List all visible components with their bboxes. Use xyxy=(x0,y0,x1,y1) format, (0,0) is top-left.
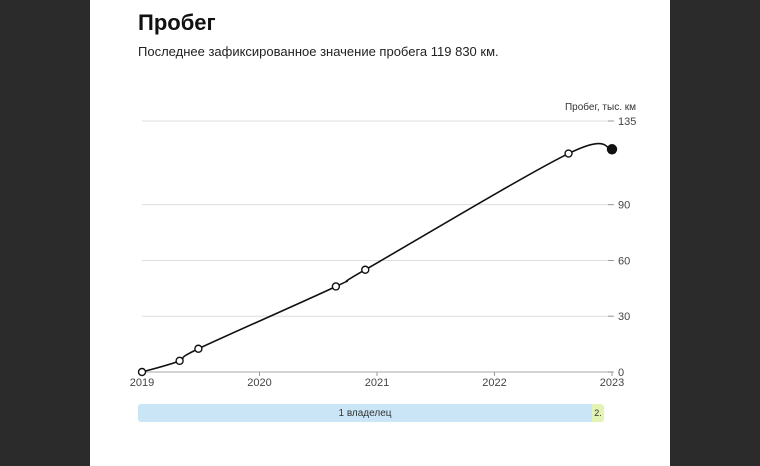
data-point[interactable] xyxy=(137,367,147,377)
grid-layer xyxy=(141,120,614,376)
data-point[interactable] xyxy=(194,344,203,353)
owner-label-1: 1 владелец xyxy=(338,407,392,419)
mileage-card: Пробег Последнее зафиксированное значени… xyxy=(90,0,670,466)
y-tick-label: 60 xyxy=(618,255,630,267)
x-tick-labels: 2019 2020 2021 2022 2023 xyxy=(130,377,624,389)
owner-segment-1[interactable]: 1 владелец xyxy=(138,404,592,422)
mileage-chart: 0 30 60 90 135 2019 2020 2021 2022 2023 Пробег, … xyxy=(130,101,637,389)
data-point[interactable] xyxy=(331,282,341,291)
y-tick-label: 30 xyxy=(618,311,630,323)
y-tick-label: 0 xyxy=(618,367,624,379)
x-tick-label: 2019 xyxy=(130,377,154,389)
data-point[interactable] xyxy=(361,265,370,274)
x-tick-label: 2021 xyxy=(365,377,389,389)
x-tick-label: 2020 xyxy=(247,377,271,389)
data-point[interactable] xyxy=(564,149,573,158)
page-title: Пробег xyxy=(138,10,216,35)
data-point[interactable] xyxy=(175,356,184,366)
owner-label-2: 2. xyxy=(594,408,602,418)
y-tick-label: 90 xyxy=(618,200,630,212)
y-tick-labels: 0 30 60 90 135 xyxy=(618,116,636,379)
data-point-latest[interactable] xyxy=(606,144,618,155)
data-points xyxy=(137,144,618,377)
x-tick-label: 2023 xyxy=(600,377,624,389)
y-axis-label: Пробег, тыс. км xyxy=(565,101,636,113)
series-line xyxy=(141,142,613,373)
mileage-subtitle: Последнее зафиксированное значение пробе… xyxy=(138,44,499,59)
owner-timeline: 1 владелец 2. xyxy=(138,404,604,422)
owner-segment-2[interactable]: 2. xyxy=(592,404,604,422)
y-tick-label: 135 xyxy=(618,116,636,128)
x-tick-label: 2022 xyxy=(482,377,506,389)
